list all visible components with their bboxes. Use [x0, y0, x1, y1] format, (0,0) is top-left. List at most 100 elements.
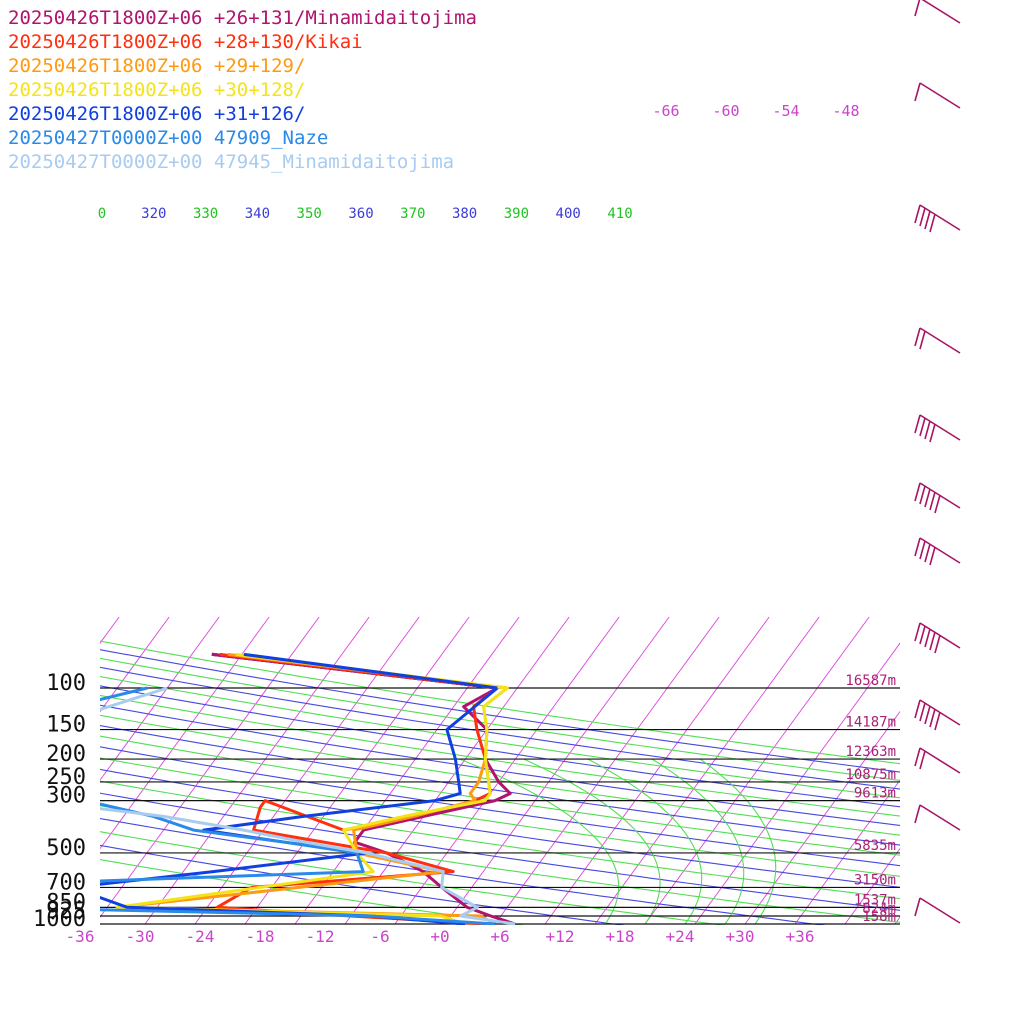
- wind-barb-flag: [924, 210, 931, 230]
- temperature-tick-label: +24: [666, 927, 695, 946]
- pressure-tick-label: 850: [46, 890, 86, 915]
- theta-label: 400: [556, 206, 581, 222]
- wind-barb-flag: [924, 543, 931, 563]
- theta-label: 340: [245, 206, 270, 222]
- legend-entry: 20250426T1800Z+06 +28+130/Kikai: [8, 31, 363, 53]
- wind-barb-flag: [914, 897, 921, 917]
- series-clip: [100, 652, 516, 925]
- series-line: [100, 686, 516, 925]
- series-line-top: [243, 652, 498, 690]
- isotherm-line: [100, 616, 320, 918]
- temperature-tick-label: -30: [126, 927, 155, 946]
- isotherm-line: [594, 616, 820, 925]
- theta-label: 360: [348, 206, 373, 222]
- wind-barb-flag: [934, 634, 941, 654]
- legend-entry: 20250427T0000Z+00 47909_Naze: [8, 127, 328, 149]
- pressure-tick-label: 300: [46, 784, 86, 809]
- adiabat-line: [100, 724, 900, 846]
- height-label: 12363m: [845, 744, 896, 760]
- moist-adiabat-line: [523, 758, 661, 925]
- theta-label: 0: [98, 206, 106, 222]
- height-label: 158m: [862, 909, 896, 925]
- temperature-tick-label: -36: [66, 927, 95, 946]
- wind-barb-flag: [924, 628, 931, 648]
- adiabat-line: [100, 657, 900, 781]
- temperature-tick-label: -12: [306, 927, 335, 946]
- temperature-tick-label: +30: [726, 927, 755, 946]
- isotherm-line: [100, 616, 170, 713]
- theta-label: 320: [141, 206, 166, 222]
- wind-barb-flag: [919, 330, 926, 350]
- wind-barb-flag: [914, 537, 921, 557]
- series-line: [115, 652, 509, 925]
- series-line: [211, 652, 516, 925]
- theta-label: 330: [193, 206, 218, 222]
- wind-barb-flag: [924, 705, 931, 725]
- isotherm-line: [194, 616, 420, 925]
- temperature-tick-label: -18: [246, 927, 275, 946]
- height-label: 824m: [862, 901, 896, 917]
- wind-barb-shaft: [919, 804, 961, 831]
- wind-barb-flag: [914, 414, 921, 434]
- wind-barb-flag: [929, 708, 936, 728]
- mixing-ratio-label: -66: [652, 102, 679, 120]
- wind-barb-flag: [924, 420, 931, 440]
- pressure-tick-label: 700: [46, 870, 86, 895]
- legend-entry: 20250426T1800Z+06 +29+129/: [8, 55, 305, 77]
- wind-barb-shaft: [919, 327, 961, 354]
- wind-barb-flag: [919, 485, 926, 505]
- temperature-tick-label: -24: [186, 927, 215, 946]
- height-label: 14187m: [845, 715, 896, 731]
- adiabat-line: [100, 735, 900, 856]
- adiabat-line: [100, 666, 900, 790]
- adiabat-line: [100, 704, 900, 827]
- height-label: 9613m: [854, 786, 896, 802]
- wind-barb-shaft: [919, 414, 961, 441]
- isotherm-line: [844, 847, 900, 925]
- adiabat-line: [100, 805, 900, 923]
- height-label: 10875m: [845, 767, 896, 783]
- height-label: 16587m: [845, 673, 896, 689]
- temperature-tick-label: +18: [606, 927, 635, 946]
- adiabat-line: [100, 768, 900, 888]
- grid-clip: [100, 616, 900, 925]
- wind-barb-flag: [914, 482, 921, 502]
- temperature-tick-label: +12: [546, 927, 575, 946]
- wind-barb-flag: [914, 747, 921, 767]
- pressure-tick-label: 925: [46, 899, 86, 924]
- moist-adiabat-line: [459, 758, 620, 925]
- mixing-ratio-label: -60: [712, 102, 739, 120]
- series-line: [100, 686, 496, 925]
- adiabat-line: [100, 685, 900, 808]
- wind-barb-flag: [914, 82, 921, 102]
- legend: 20250426T1800Z+06 +26+131/Minamidaitojim…: [8, 7, 477, 173]
- wind-barb-flag: [914, 327, 921, 347]
- adiabat-line: [100, 817, 827, 925]
- wind-barb-shaft: [919, 537, 961, 564]
- pressure-tick-label: 200: [46, 742, 86, 767]
- isotherm-line: [494, 616, 720, 925]
- adiabat-line: [100, 844, 626, 925]
- isotherm-line: [444, 616, 670, 925]
- wind-barb-shaft: [919, 82, 961, 109]
- adiabat-line: [100, 792, 900, 911]
- mixing-ratio-label: -48: [832, 102, 859, 120]
- legend-entry: 20250427T0000Z+00 47945_Minamidaitojima: [8, 151, 454, 173]
- pressure-tick-label: 100: [46, 671, 86, 696]
- temperature-tick-label: +6: [490, 927, 509, 946]
- pressure-tick-label: 1000: [33, 907, 86, 932]
- moist-adiabat-line: [587, 758, 703, 925]
- wind-barb-shaft: [919, 204, 961, 231]
- isotherm-line: [100, 616, 270, 850]
- temperature-tick-label: -6: [370, 927, 389, 946]
- adiabat-line: [100, 859, 525, 925]
- adiabat-line: [100, 831, 726, 925]
- wind-barb-flag: [919, 540, 926, 560]
- isotherm-line: [244, 616, 470, 925]
- wind-barb-flag: [929, 546, 936, 566]
- wind-barb-flag: [919, 207, 926, 227]
- adiabat-line: [100, 714, 900, 836]
- isotherm-line: [544, 616, 770, 925]
- adiabat-line: [100, 780, 900, 900]
